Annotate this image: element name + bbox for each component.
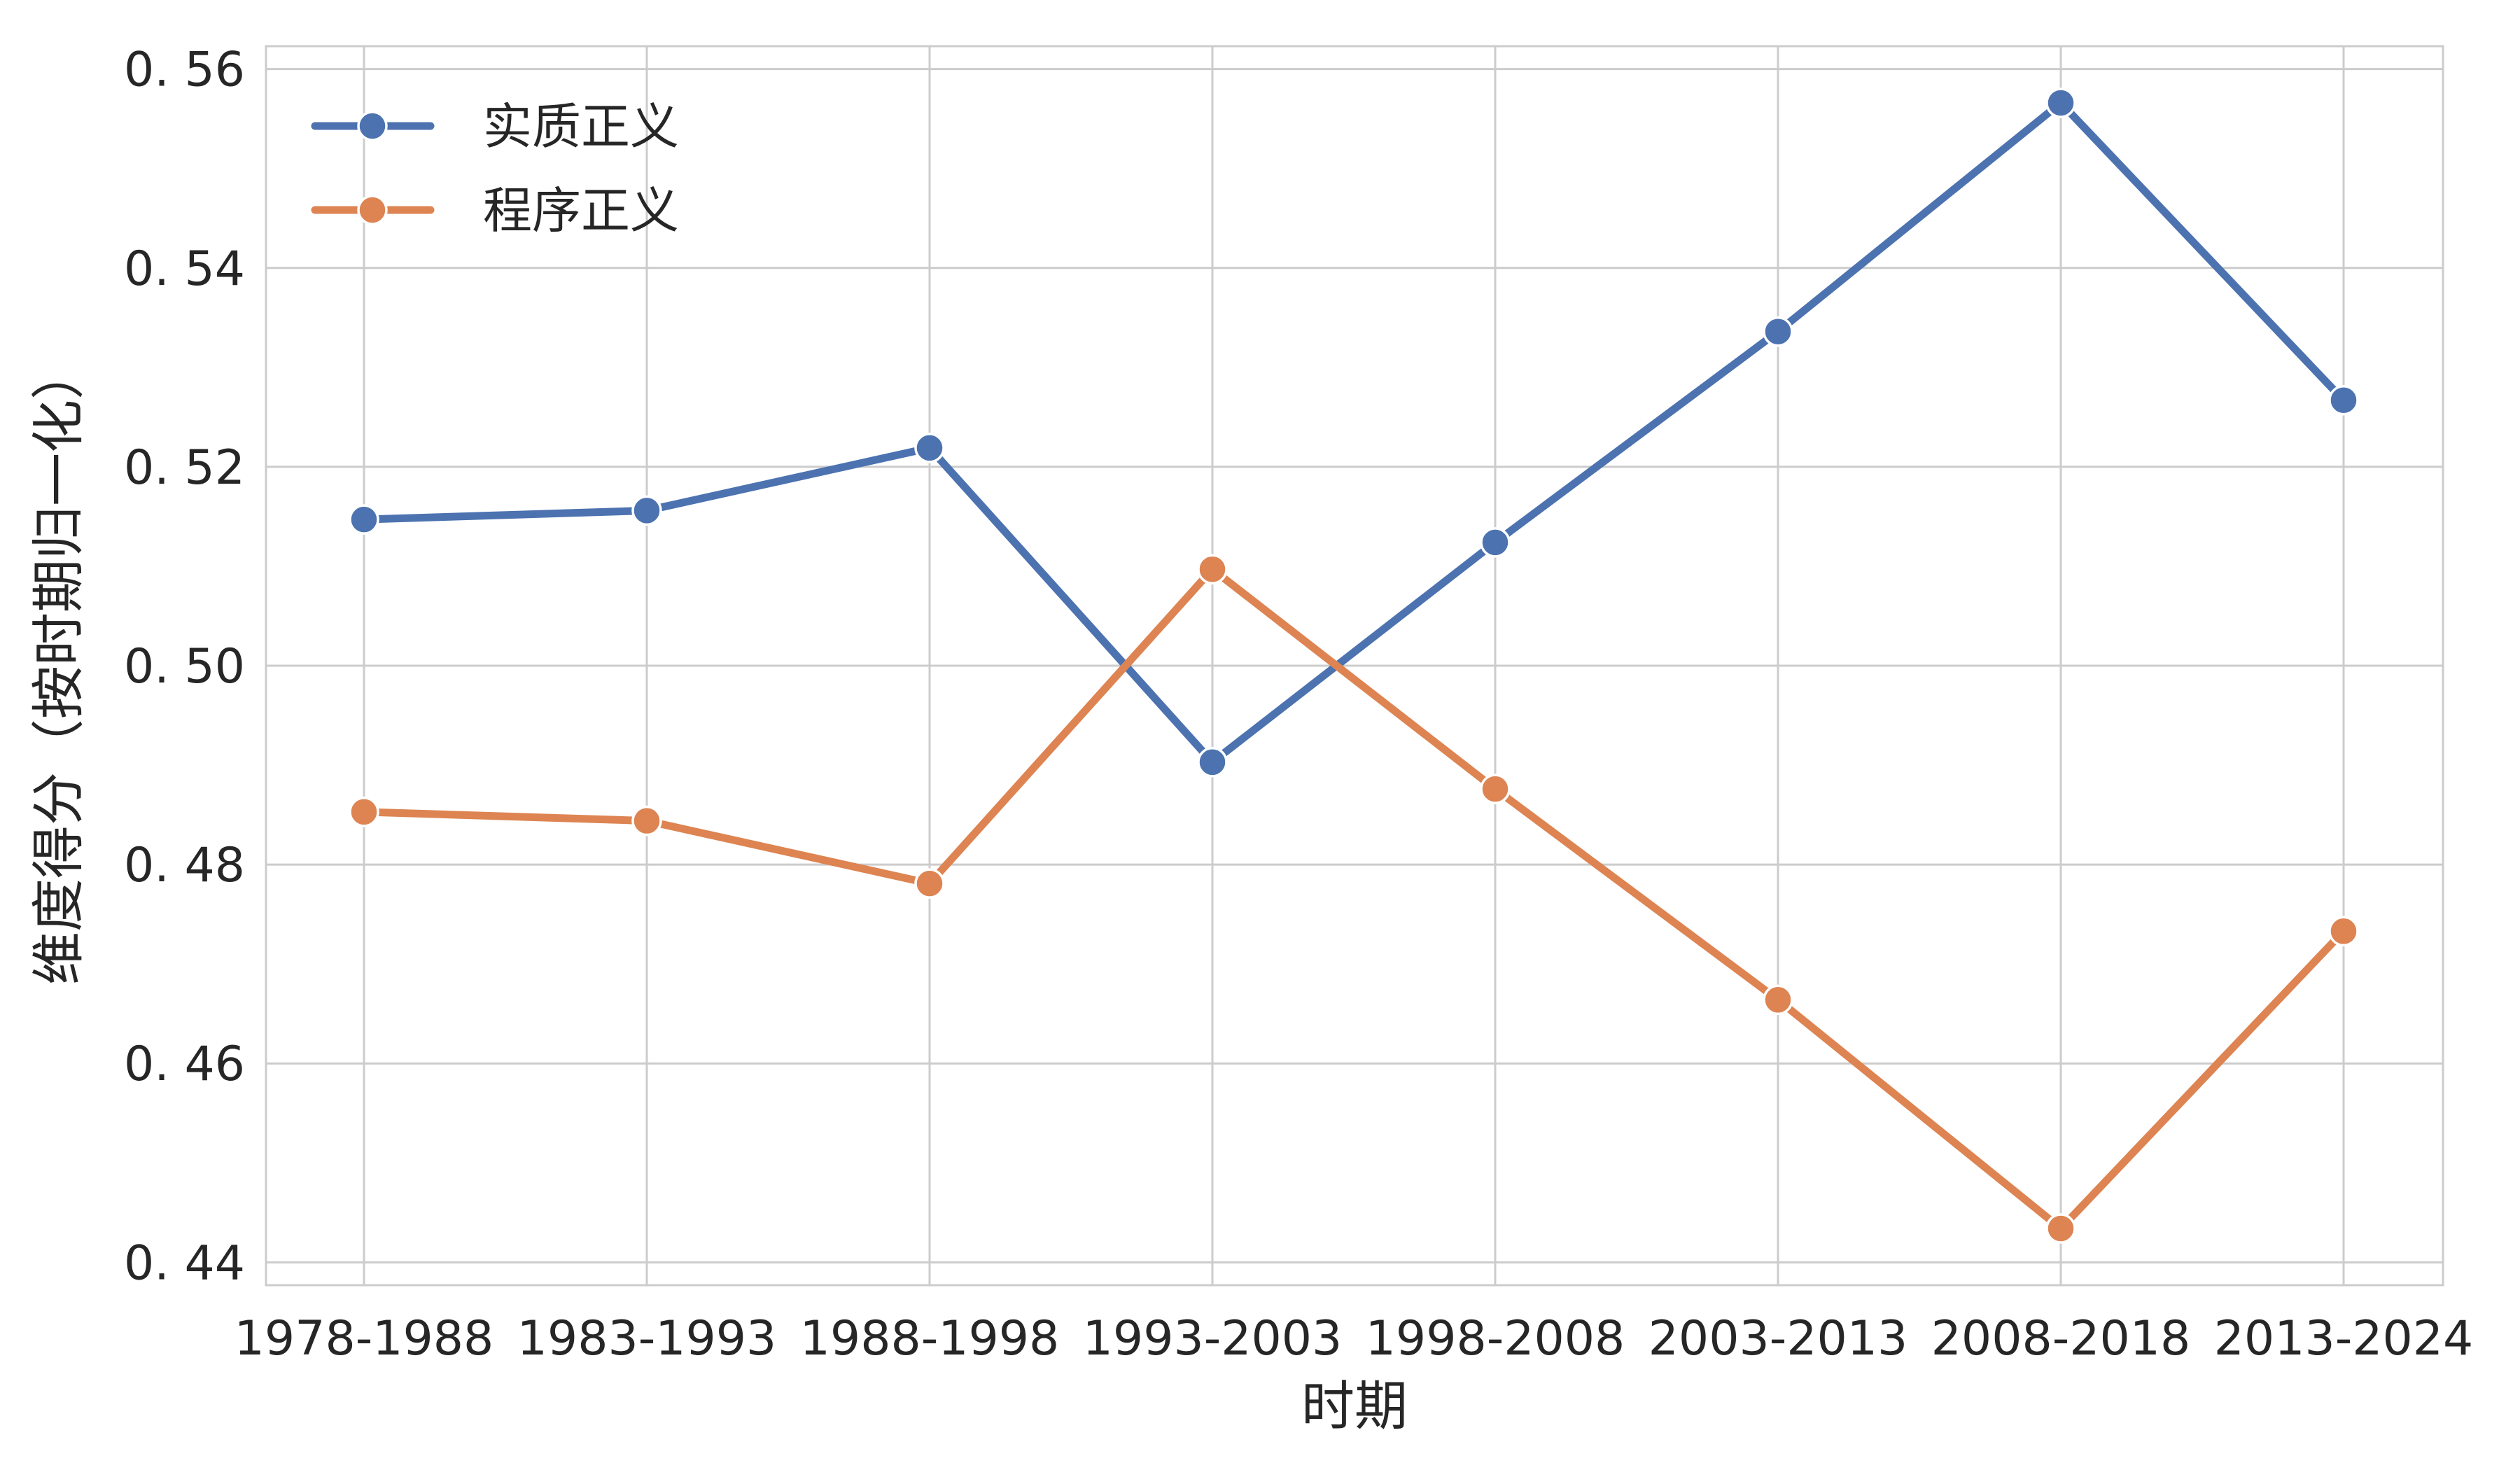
x-tick-label: 2003-2013 <box>1648 1311 1908 1366</box>
legend-label: 程序正义 <box>483 182 679 239</box>
x-tick-label: 2008-2018 <box>1931 1311 2191 1366</box>
legend-swatch-marker <box>357 195 388 225</box>
data-point <box>631 805 662 836</box>
y-tick-label: 0. 44 <box>124 1236 245 1291</box>
y-axis-label: 维度得分（按时期归一化） <box>27 346 90 985</box>
legend-swatch-marker <box>357 111 388 141</box>
data-point <box>2045 88 2076 118</box>
x-tick-label: 1983-1993 <box>517 1311 777 1366</box>
series-1 <box>349 88 2359 778</box>
data-point <box>349 797 379 827</box>
y-tick-label: 0. 56 <box>124 43 245 98</box>
y-tick-label: 0. 50 <box>124 639 245 694</box>
data-point <box>631 495 662 526</box>
data-point <box>1480 527 1511 558</box>
data-point <box>2328 916 2359 947</box>
series-line <box>360 565 2348 1233</box>
data-point <box>2045 1213 2076 1244</box>
data-point <box>1197 554 1228 584</box>
series-2 <box>349 554 2359 1244</box>
y-tick-label: 0. 54 <box>124 241 245 297</box>
plot-frame <box>265 45 2444 1287</box>
data-point <box>1197 747 1228 778</box>
series-line <box>360 99 2348 766</box>
x-tick-labels: 1978-1988 1983-1993 1988-1998 1993-2003 1998… <box>234 1311 2474 1366</box>
data-point <box>1763 984 1793 1016</box>
y-tick-label: 0. 52 <box>124 440 245 496</box>
x-tick-label: 2013-2024 <box>2214 1311 2474 1366</box>
x-tick-label: 1993-2003 <box>1083 1311 1343 1366</box>
x-tick-label: 1998-2008 <box>1366 1311 1625 1366</box>
data-point <box>349 504 379 535</box>
x-tick-label: 1988-1998 <box>800 1311 1060 1366</box>
y-tick-labels: 0. 44 0. 46 0. 48 0. 50 0. 52 0. 54 0. 56 <box>124 43 245 1292</box>
data-point <box>914 868 945 899</box>
legend-item-2: 程序正义 <box>311 182 679 239</box>
x-axis-label: 时期 <box>1301 1375 1408 1437</box>
y-tick-label: 0. 48 <box>124 838 245 893</box>
grid-lines <box>266 46 2443 1285</box>
data-point <box>2328 384 2359 416</box>
legend-label: 实质正义 <box>483 98 679 155</box>
data-point <box>1763 316 1793 347</box>
data-point <box>914 433 945 463</box>
legend-item-1: 实质正义 <box>311 98 679 155</box>
data-point <box>1480 774 1511 804</box>
y-tick-label: 0. 46 <box>124 1037 245 1092</box>
x-tick-label: 1978-1988 <box>234 1311 494 1366</box>
series-group <box>349 88 2359 1244</box>
